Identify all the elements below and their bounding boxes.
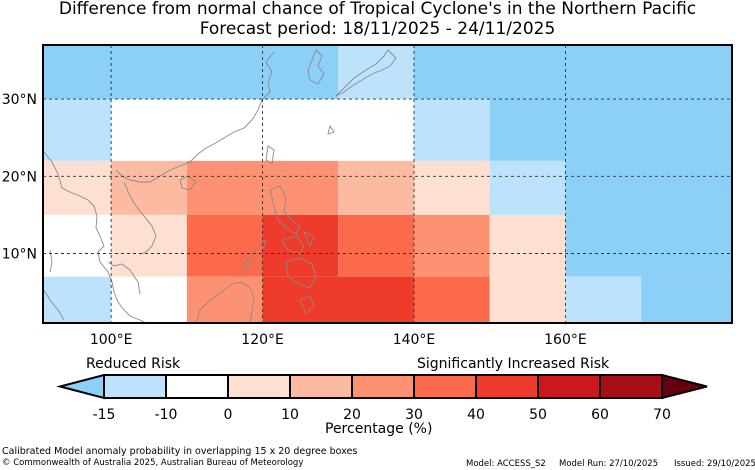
colorbar-tick-label: 50 bbox=[529, 407, 547, 423]
risk-cell bbox=[565, 276, 642, 323]
model-name: Model: ACCESS_S2 bbox=[466, 459, 546, 469]
colorbar-segment bbox=[103, 374, 167, 399]
coastlines bbox=[43, 49, 397, 324]
latitude-tick-label: 20°N bbox=[2, 169, 37, 185]
risk-cell bbox=[111, 214, 187, 277]
colorbar-tick-label: 20 bbox=[343, 407, 361, 423]
colorbar-over-arrow bbox=[661, 373, 708, 400]
risk-cell bbox=[43, 45, 112, 100]
risk-cell bbox=[111, 276, 187, 323]
colorbar-units-label: Percentage (%) bbox=[325, 421, 433, 437]
colorbar-segment bbox=[413, 374, 477, 399]
model-run-date: Model Run: 27/10/2025 bbox=[559, 459, 659, 469]
reduced-risk-label: Reduced Risk bbox=[86, 356, 181, 372]
coastline-luzon bbox=[269, 185, 301, 235]
latitude-labels: 30°N 20°N 10°N bbox=[2, 92, 37, 262]
colorbar-tick-label: 0 bbox=[224, 407, 233, 423]
risk-cell bbox=[338, 160, 414, 215]
coastline-vietnam bbox=[123, 181, 157, 255]
colorbar-tick-label: 40 bbox=[467, 407, 485, 423]
issued-date: Issued: 29/10/2025 bbox=[674, 459, 755, 469]
coastline-sumatra bbox=[43, 289, 65, 321]
chart-title: Difference from normal chance of Tropica… bbox=[58, 0, 697, 19]
colorbar-tick-label: -10 bbox=[155, 407, 178, 423]
map-frame bbox=[42, 44, 733, 324]
risk-cell bbox=[43, 160, 112, 215]
coastline-visayas bbox=[281, 231, 315, 255]
colorbar-tick-label: -15 bbox=[93, 407, 116, 423]
risk-cell bbox=[186, 276, 263, 323]
forecast-period-subtitle: Forecast period: 18/11/2025 - 24/11/2025 bbox=[199, 19, 556, 39]
colorbar-segment bbox=[165, 374, 229, 399]
colorbar-tick-label: 10 bbox=[281, 407, 299, 423]
risk-cell bbox=[414, 99, 490, 161]
risk-cell bbox=[489, 214, 566, 277]
coastline-taiwan bbox=[265, 145, 275, 165]
risk-cell bbox=[186, 160, 339, 215]
colorbar-tick-label: 30 bbox=[405, 407, 423, 423]
risk-cell bbox=[565, 160, 732, 215]
coastline-indochina bbox=[43, 151, 147, 324]
coastline-korea bbox=[307, 49, 325, 85]
increased-risk-label: Significantly Increased Risk bbox=[417, 356, 610, 372]
colorbar-under-arrow bbox=[56, 373, 105, 400]
longitude-tick-label: 100°E bbox=[90, 332, 133, 348]
colorbar-segment bbox=[599, 374, 663, 399]
coastline-borneo bbox=[195, 281, 255, 324]
risk-cell bbox=[338, 214, 414, 277]
risk-cell bbox=[489, 276, 566, 323]
risk-cell bbox=[186, 214, 263, 277]
latitude-tick-label: 30°N bbox=[2, 92, 37, 108]
coastline-andaman-islands bbox=[49, 249, 53, 273]
risk-cell bbox=[262, 214, 339, 277]
risk-cell bbox=[489, 160, 566, 215]
colorbar-tick-label: 60 bbox=[591, 407, 609, 423]
method-note: Calibrated Model anomaly probability in … bbox=[2, 446, 358, 457]
coastline-sulawesi bbox=[299, 295, 315, 315]
risk-cell bbox=[414, 214, 490, 277]
colorbar-segment bbox=[351, 374, 415, 399]
longitude-tick-label: 120°E bbox=[241, 332, 284, 348]
risk-cell bbox=[43, 214, 112, 277]
risk-cell bbox=[43, 276, 112, 323]
coastline-china-coast bbox=[115, 51, 275, 183]
risk-cell bbox=[565, 214, 732, 277]
coastline-gulf-of-thailand bbox=[107, 261, 141, 295]
copyright-note: © Commonwealth of Australia 2025, Austra… bbox=[2, 458, 304, 468]
longitude-labels: 100°E 120°E 140°E 160°E bbox=[90, 332, 587, 348]
colorbar-segment bbox=[227, 374, 291, 399]
colorbar-segment bbox=[537, 374, 601, 399]
longitude-tick-label: 140°E bbox=[393, 332, 436, 348]
colorbar-segment bbox=[289, 374, 353, 399]
risk-cell bbox=[414, 160, 490, 215]
colorbar-segment bbox=[475, 374, 539, 399]
risk-cell bbox=[262, 276, 414, 323]
colorbar-tick-label: 70 bbox=[653, 407, 671, 423]
risk-cell bbox=[43, 99, 112, 161]
coastline-japan bbox=[327, 49, 397, 135]
latitude-tick-label: 10°N bbox=[2, 247, 37, 263]
coastline-mindanao bbox=[285, 257, 317, 289]
graticule bbox=[43, 45, 732, 323]
risk-cells bbox=[43, 45, 732, 323]
risk-cell bbox=[641, 276, 732, 323]
coastline-palawan bbox=[243, 239, 267, 270]
risk-cell bbox=[414, 45, 732, 100]
risk-cell bbox=[489, 99, 732, 161]
risk-cell bbox=[111, 45, 339, 100]
risk-cell bbox=[111, 160, 187, 215]
risk-cell bbox=[414, 276, 490, 323]
coastline-hainan bbox=[179, 175, 197, 191]
longitude-tick-label: 160°E bbox=[544, 332, 587, 348]
